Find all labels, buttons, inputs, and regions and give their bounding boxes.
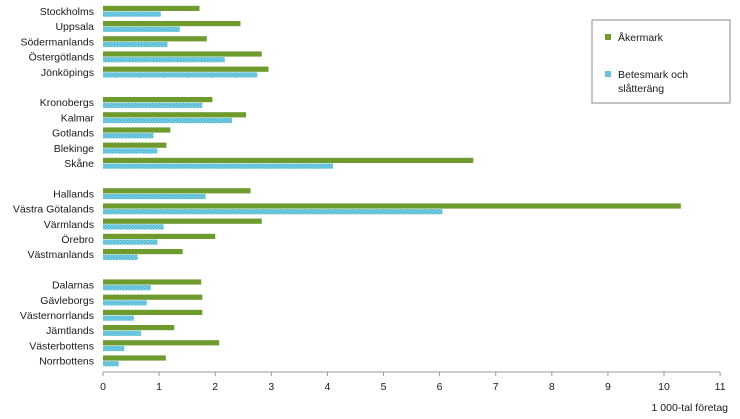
bar-akermark xyxy=(103,112,247,118)
legend-label-betesmark-line1: Betesmark och xyxy=(618,69,688,81)
x-tick-label: 6 xyxy=(437,381,443,393)
bar-akermark xyxy=(103,294,203,300)
x-tick-label: 8 xyxy=(549,381,555,393)
x-tick-label: 2 xyxy=(212,381,218,393)
bar-betesmark xyxy=(103,193,206,200)
bar-betesmark xyxy=(103,315,134,321)
bar-akermark xyxy=(103,21,241,27)
x-tick-label: 1 xyxy=(156,381,162,393)
category-label: Värmlands xyxy=(44,219,94,231)
bar-akermark xyxy=(103,218,262,224)
category-label: Stockholms xyxy=(40,6,94,18)
bar-betesmark xyxy=(103,224,164,230)
bar-betesmark xyxy=(103,41,168,48)
bar-akermark xyxy=(103,249,183,255)
legend-box xyxy=(591,19,731,104)
category-label: Jönköpings xyxy=(41,67,94,79)
bar-betesmark xyxy=(103,26,180,32)
category-label: Västmanlands xyxy=(27,249,94,261)
category-label: Västerbottens xyxy=(29,340,94,352)
bar-betesmark xyxy=(103,285,151,291)
bar-akermark xyxy=(103,51,262,57)
bar-betesmark xyxy=(103,133,154,139)
category-label: Gävleborgs xyxy=(40,295,94,307)
category-label: Skåne xyxy=(64,158,94,170)
category-label: Gotlands xyxy=(52,128,94,140)
bar-betesmark xyxy=(103,300,147,306)
bars-layer xyxy=(103,5,681,367)
bar-akermark xyxy=(103,127,171,133)
bar-betesmark xyxy=(103,11,161,17)
category-label: Dalarnas xyxy=(52,280,94,292)
bar-betesmark xyxy=(103,345,125,352)
x-tick-label: 4 xyxy=(324,381,330,393)
x-tick-label: 10 xyxy=(658,381,670,393)
x-axis-label: 1 000-tal företag xyxy=(652,402,729,414)
bar-akermark xyxy=(103,203,681,209)
bar-akermark xyxy=(103,309,203,315)
x-tick-label: 7 xyxy=(493,381,499,393)
x-tick-label: 5 xyxy=(381,381,387,393)
bar-akermark xyxy=(103,5,200,11)
bar-akermark xyxy=(103,340,220,346)
x-tick-label: 0 xyxy=(100,381,106,393)
bar-akermark xyxy=(103,355,166,361)
x-tick-label: 11 xyxy=(715,381,726,393)
bar-betesmark xyxy=(103,57,225,63)
bar-betesmark xyxy=(103,72,258,78)
bar-betesmark xyxy=(103,254,138,260)
bar-betesmark xyxy=(103,148,158,154)
category-label: Norrbottens xyxy=(39,356,94,368)
category-label: Blekinge xyxy=(54,143,94,155)
legend-label-akermark: Åkermark xyxy=(618,31,664,44)
category-label: Kronobergs xyxy=(40,97,94,109)
category-label: Hallands xyxy=(53,188,94,200)
bar-betesmark xyxy=(103,330,142,336)
legend-swatch-akermark xyxy=(605,34,611,40)
bar-akermark xyxy=(103,66,269,72)
legend-swatch-betesmark xyxy=(605,71,611,77)
bar-akermark xyxy=(103,97,213,103)
category-label: Jämtlands xyxy=(46,325,94,337)
x-tick-label: 3 xyxy=(268,381,274,393)
category-label: Östergötlands xyxy=(29,52,94,64)
legend: Åkermark Betesmark och slåtteräng xyxy=(591,19,731,104)
bar-betesmark xyxy=(103,209,443,215)
bar-akermark xyxy=(103,325,175,331)
x-tick-label: 9 xyxy=(605,381,611,393)
bar-akermark xyxy=(103,157,474,163)
category-labels: Stockholms Uppsala Södermanlands Östergötla… xyxy=(13,6,95,368)
x-tick-labels: 0 1 2 3 4 5 6 7 8 9 10 11 xyxy=(100,372,726,393)
category-label: Örebro xyxy=(61,234,94,246)
bar-akermark xyxy=(103,279,202,285)
bar-betesmark xyxy=(103,361,119,367)
bar-akermark xyxy=(103,188,251,194)
legend-label-betesmark-line2: slåtteräng xyxy=(618,83,664,95)
bar-betesmark xyxy=(103,163,334,169)
bar-betesmark xyxy=(103,239,158,245)
bar-betesmark xyxy=(103,102,203,108)
category-label: Kalmar xyxy=(61,112,95,124)
bar-akermark xyxy=(103,142,167,148)
category-label: Västernorrlands xyxy=(20,310,94,322)
bar-akermark xyxy=(103,36,207,42)
category-label: Västra Götalands xyxy=(13,204,94,216)
category-label: Uppsala xyxy=(55,21,94,33)
bar-betesmark xyxy=(103,117,233,124)
category-label: Södermanlands xyxy=(20,36,94,48)
bar-akermark xyxy=(103,233,216,239)
